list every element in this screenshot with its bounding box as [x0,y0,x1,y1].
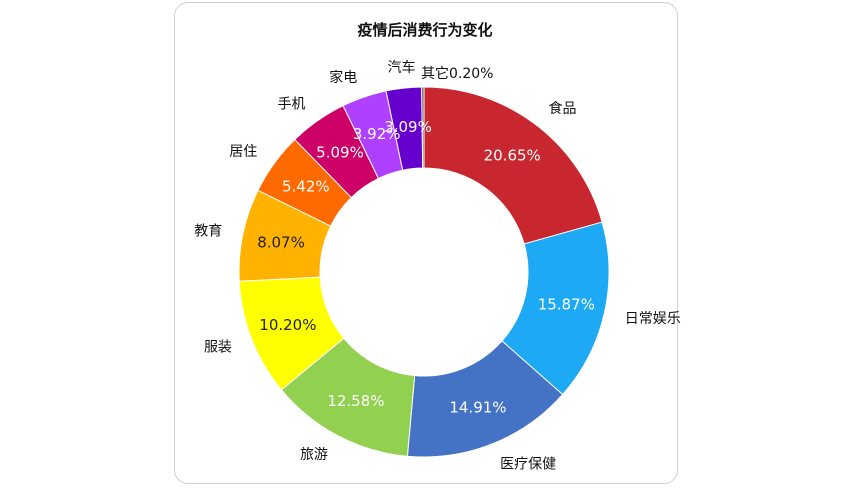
value-label-4: 10.20% [259,316,316,334]
category-label-6: 居住 [229,144,257,160]
value-label-8: 3.92% [353,125,401,143]
value-label-6: 5.42% [282,177,330,195]
category-label-10: 其它0.20% [421,65,493,82]
value-label-3: 12.58% [327,392,384,410]
value-label-9: 3.09% [384,118,432,136]
category-label-1: 日常娱乐 [625,311,681,327]
donut-slices [238,86,610,458]
category-label-3: 旅游 [300,447,328,463]
chart-title: 疫情后消费行为变化 [357,21,492,39]
value-labels: 20.65% 15.87% 14.91% 12.58% 10.20% 8.07% 5.42%… [257,118,595,417]
category-label-0: 食品 [548,100,576,117]
value-label-1: 15.87% [538,296,595,314]
value-label-0: 20.65% [484,147,541,165]
category-label-5: 教育 [194,223,222,239]
value-label-7: 5.09% [316,144,364,162]
category-label-2: 医疗保健 [500,456,556,472]
category-label-9: 汽车 [387,59,415,76]
slice-0 [423,86,603,245]
value-label-5: 8.07% [257,233,305,251]
category-label-7: 手机 [277,96,305,112]
category-label-8: 家电 [329,69,357,86]
category-label-4: 服装 [204,340,232,356]
slice-10 [421,86,425,169]
value-label-2: 14.91% [449,399,506,417]
